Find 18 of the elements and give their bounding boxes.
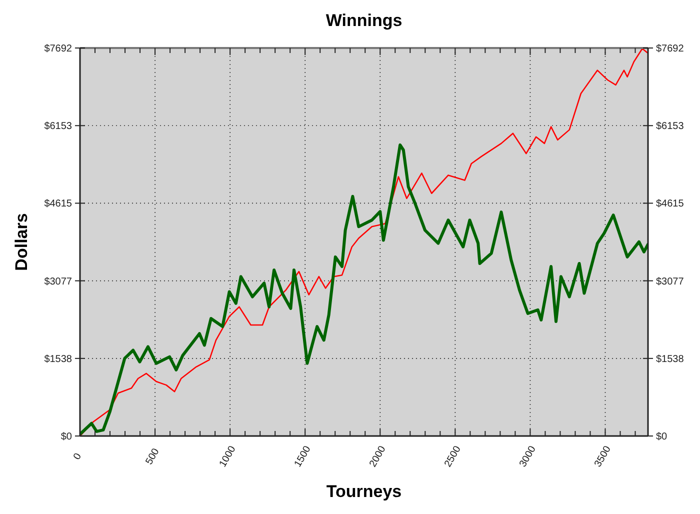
y2-tick-label: $6153 [656,121,684,132]
y2-tick-label: $3077 [656,276,684,288]
x-tick-label: 0 [72,451,84,462]
y-tick-label: $7692 [44,44,72,54]
y2-tick-label: $1538 [656,354,684,365]
y2-tick-label: $0 [656,432,668,442]
y-tick-label: $3077 [44,276,72,288]
y2-tick-label: $4615 [656,198,684,210]
line-series [80,48,648,436]
y-tick-label: $6153 [44,121,72,132]
y-tick-label: $4615 [44,198,72,210]
chart-title: Winnings [326,11,402,30]
y-tick-label: $1538 [44,354,72,365]
y2-tick-label: $7692 [656,44,684,54]
y-tick-label: $0 [60,432,72,442]
y-axis-title: Dollars [12,213,31,271]
x-tick-label: 500 [144,446,162,467]
x-axis-title: Tourneys [326,482,402,501]
